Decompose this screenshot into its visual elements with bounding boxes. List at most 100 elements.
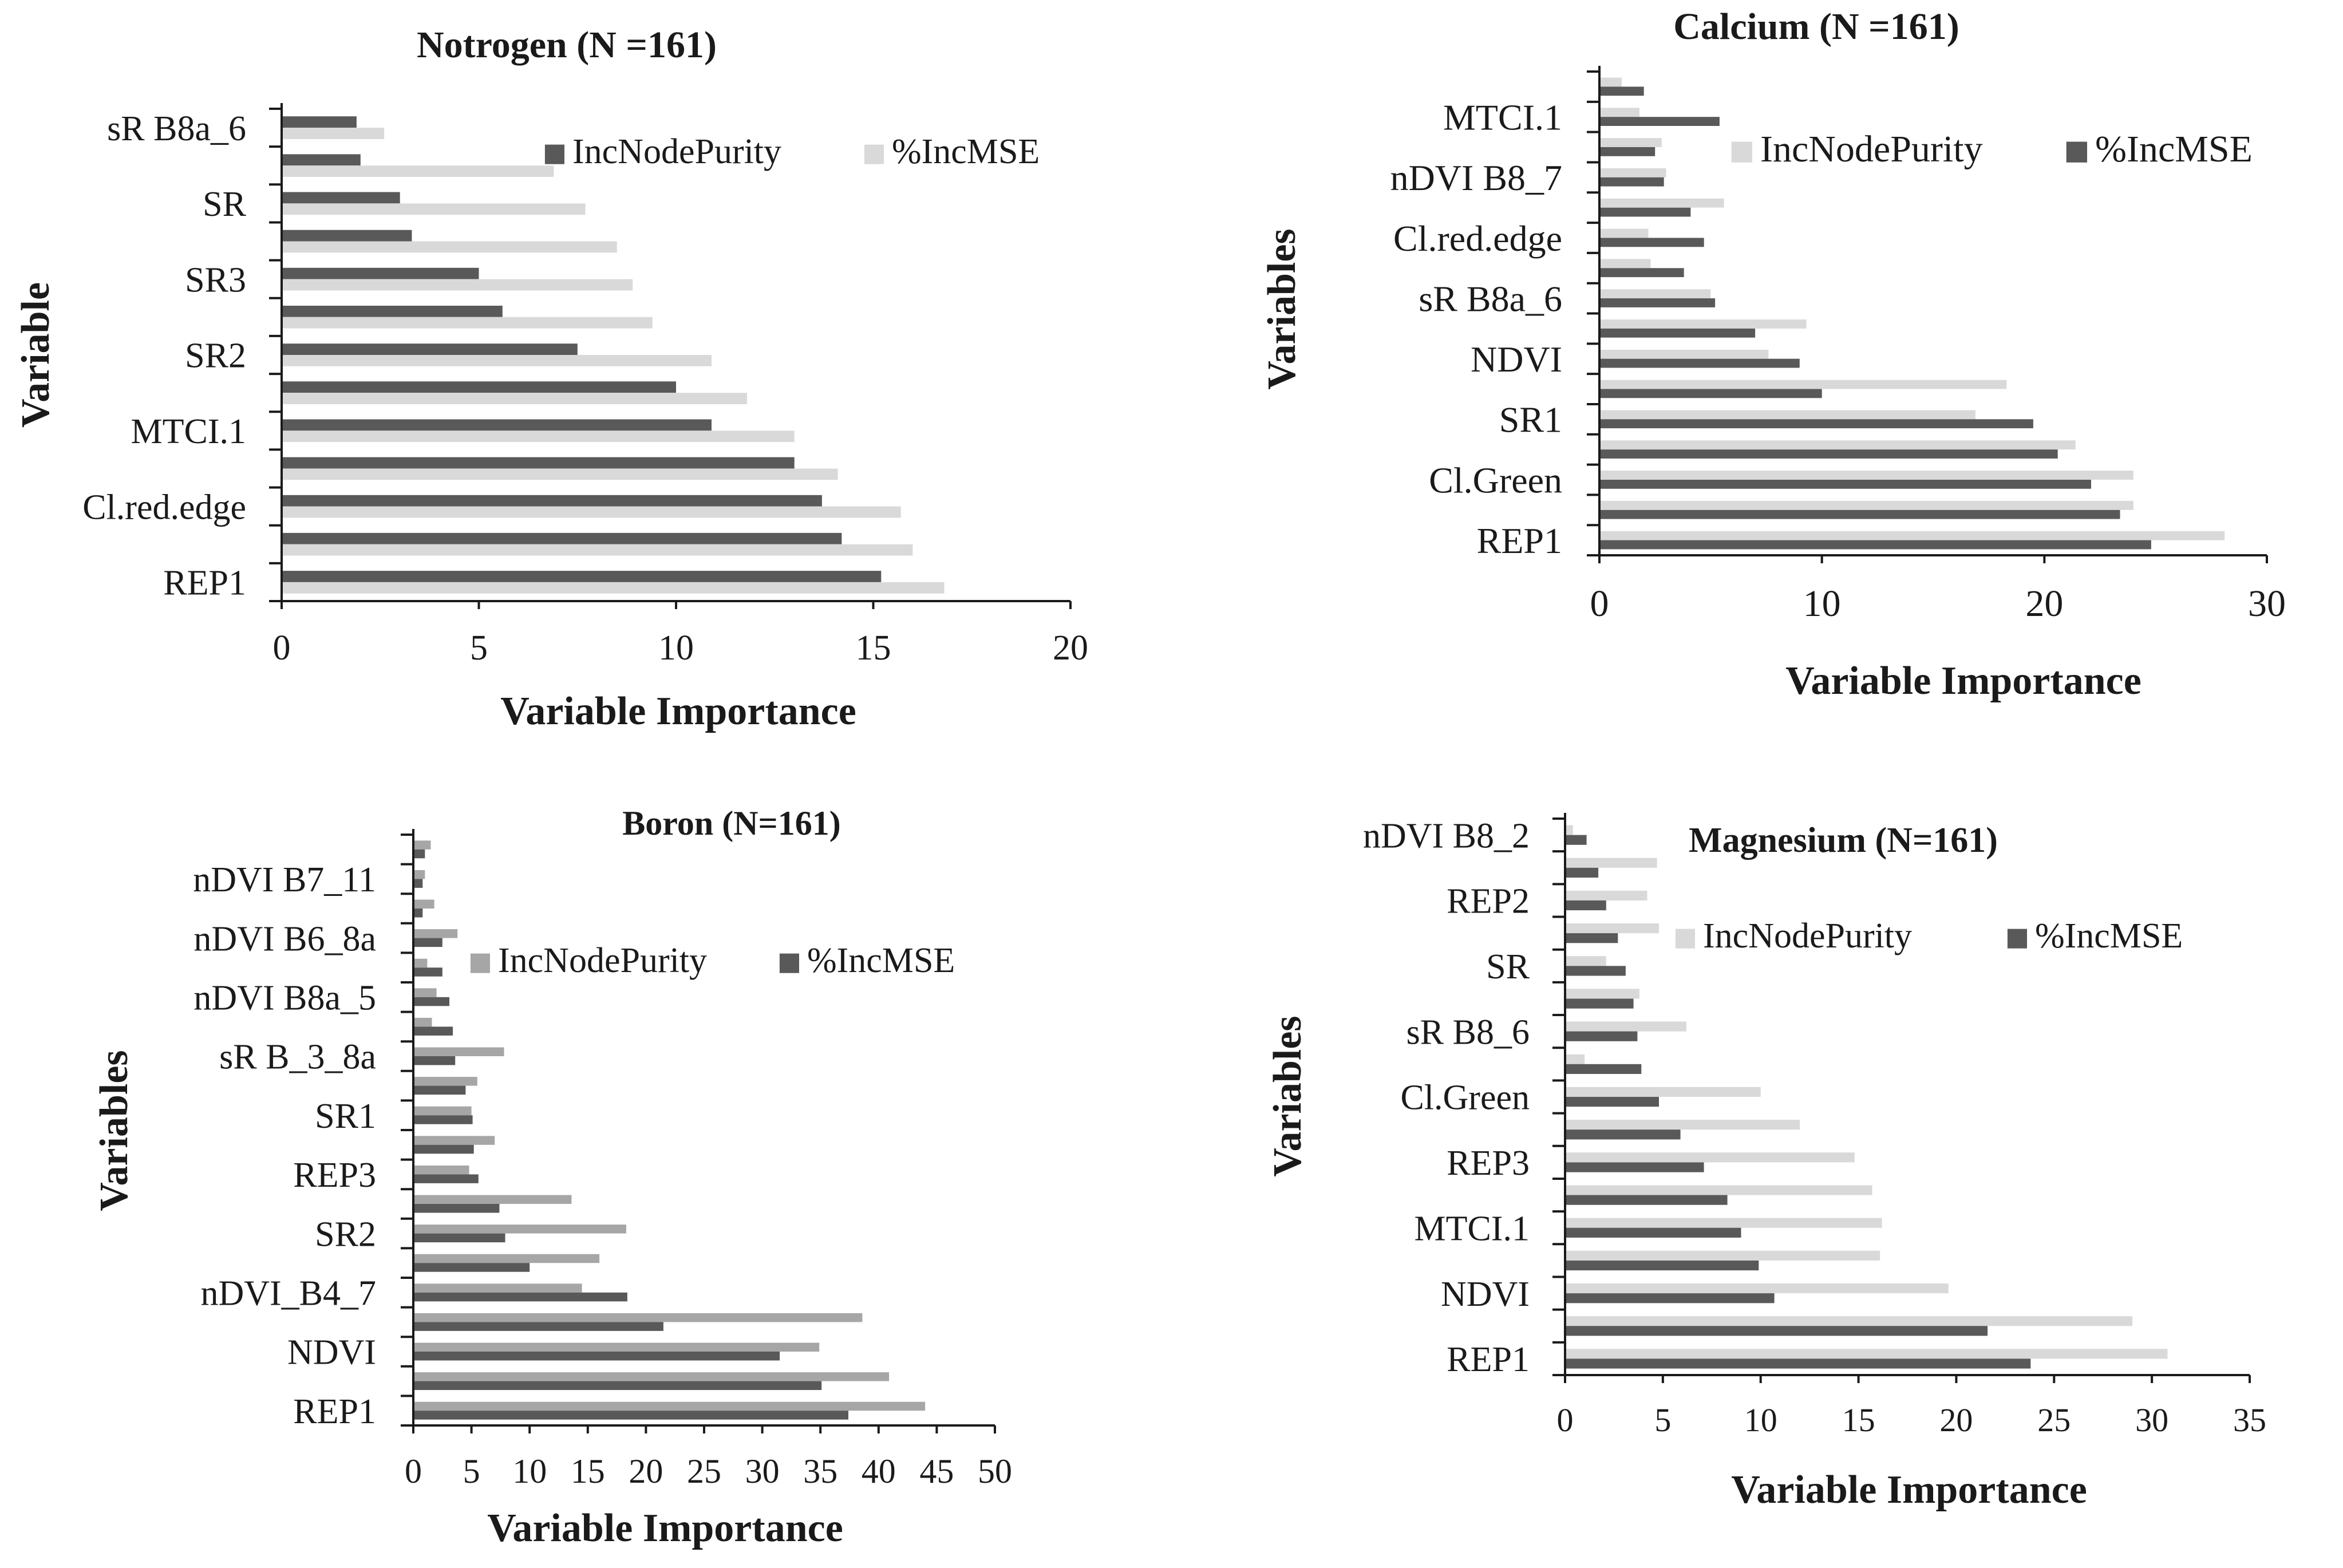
bar-incmse-8	[282, 430, 795, 443]
bar-incmse-12	[282, 582, 945, 594]
bar-incmse-11	[413, 1174, 479, 1183]
bar-incnodepurity-8	[282, 419, 712, 431]
bar-incmse-10	[1599, 389, 1822, 398]
bar-incmse-0	[1599, 86, 1644, 96]
bar-incnodepurity-2	[413, 899, 434, 909]
bar-incmse-2	[1599, 147, 1655, 156]
x-tick-label: 0	[405, 1452, 422, 1490]
bar-incmse-5	[413, 997, 449, 1006]
bar-incnodepurity-15	[1599, 531, 2225, 540]
chart-nitrogen: Notrogen (N =161) 0 5 10 15 20 sR B8a_6 SR SR3 SR…	[14, 24, 1088, 733]
x-tick-label: 10	[1744, 1401, 1777, 1439]
bar-incnodepurity-5	[282, 306, 503, 317]
bar-incnodepurity-14	[413, 1254, 600, 1263]
bar-incmse-15	[1565, 1326, 1988, 1336]
bar-incmse-11	[282, 544, 913, 556]
x-tick-label: 5	[470, 629, 488, 668]
category-label: sR B8a_6	[107, 109, 246, 148]
x-axis-title: Variable Importance	[500, 689, 856, 733]
category-label: SR1	[315, 1097, 376, 1136]
bar-incnodepurity-11	[1565, 1185, 1872, 1195]
bar-incmse-1	[413, 879, 423, 888]
bar-incnodepurity-0	[282, 116, 357, 128]
bar-incnodepurity-9	[282, 457, 795, 469]
bar-incnodepurity-5	[1599, 228, 1649, 238]
category-label: SR	[203, 185, 246, 224]
bar-incnodepurity-1	[1599, 108, 1639, 117]
bar-incmse-6	[282, 355, 712, 366]
category-label: MTCI.1	[1443, 97, 1562, 138]
category-label: REP2	[1447, 882, 1530, 921]
bar-incnodepurity-11	[413, 1165, 469, 1175]
category-label: nDVI B6_8a	[193, 919, 376, 958]
bar-incmse-14	[1599, 509, 2120, 519]
bar-incmse-5	[1565, 998, 1634, 1009]
bar-incmse-5	[282, 317, 653, 329]
bar-incmse-17	[413, 1352, 780, 1361]
category-label: REP3	[1447, 1144, 1530, 1183]
bar-incnodepurity-7	[413, 1047, 504, 1056]
bar-incmse-9	[282, 468, 838, 480]
bar-incmse-0	[282, 128, 385, 139]
bar-incnodepurity-18	[413, 1372, 890, 1381]
x-tick-label: 5	[463, 1452, 480, 1490]
bar-incmse-6	[1565, 1031, 1638, 1041]
category-label: REP3	[293, 1156, 376, 1195]
category-label: Cl.Green	[1429, 460, 1562, 500]
legend-swatch-incnodepurity	[1675, 929, 1695, 949]
bar-incmse-3	[282, 241, 617, 253]
legend-swatch-incnodepurity	[1731, 141, 1752, 163]
bar-incmse-7	[1565, 1064, 1642, 1074]
legend-swatch-incmse	[2007, 929, 2027, 949]
bar-incmse-10	[282, 506, 901, 518]
x-tick-label: 15	[571, 1452, 605, 1490]
y-axis-title: Variables	[1266, 1016, 1310, 1176]
chart-calcium: Calcium (N =161) 0 10 20 30 MTCI.1 nDVI B8_7 Cl…	[1260, 6, 2286, 703]
bar-incmse-15	[413, 1292, 627, 1302]
bar-incnodepurity-16	[1565, 1349, 2168, 1359]
bar-incnodepurity-15	[1565, 1316, 2132, 1326]
bar-incnodepurity-10	[1565, 1152, 1855, 1163]
bar-incnodepurity-12	[282, 571, 882, 582]
y-axis-title: Variable	[14, 282, 58, 428]
bar-incnodepurity-9	[1599, 349, 1769, 359]
bar-incmse-15	[1599, 540, 2151, 550]
bar-incnodepurity-10	[413, 1136, 495, 1145]
bar-incmse-14	[1565, 1293, 1775, 1304]
bar-incmse-0	[413, 849, 425, 859]
x-tick-label: 45	[919, 1452, 954, 1490]
bar-incnodepurity-3	[282, 230, 412, 242]
category-label: NDVI	[1441, 1275, 1530, 1314]
legend-label: IncNodePurity	[1760, 128, 1983, 170]
bar-incnodepurity-3	[1565, 923, 1659, 934]
bar-incmse-12	[413, 1204, 500, 1213]
legend-label: %IncMSE	[807, 941, 955, 980]
bar-incnodepurity-13	[1599, 471, 2133, 480]
category-label: NDVI	[287, 1333, 376, 1372]
category-label: REP1	[1477, 520, 1562, 561]
bar-incmse-13	[413, 1233, 505, 1243]
bar-incnodepurity-1	[282, 154, 361, 166]
bar-incnodepurity-6	[413, 1017, 432, 1027]
category-label: nDVI B8a_5	[193, 979, 376, 1018]
bar-incnodepurity-13	[413, 1225, 626, 1234]
legend-label: IncNodePurity	[572, 132, 781, 171]
bar-incmse-16	[1565, 1358, 2031, 1369]
x-tick-label: 15	[1842, 1401, 1875, 1439]
x-tick-label: 20	[629, 1452, 663, 1490]
bar-incnodepurity-2	[1565, 890, 1647, 900]
chart-title: Magnesium (N=161)	[1689, 821, 1998, 860]
bar-incnodepurity-11	[1599, 410, 1975, 420]
y-axis-title: Variables	[92, 1050, 136, 1211]
bar-incnodepurity-17	[413, 1342, 820, 1352]
bar-incmse-9	[413, 1115, 473, 1124]
chart-title: Calcium (N =161)	[1673, 6, 1959, 48]
bar-incmse-8	[413, 1085, 466, 1095]
legend-swatch-incmse	[779, 953, 799, 973]
x-tick-label: 35	[803, 1452, 837, 1490]
y-axis-title: Variables	[1260, 228, 1304, 389]
category-label: nDVI B8_2	[1363, 816, 1530, 855]
x-tick-label: 35	[2233, 1401, 2266, 1439]
category-label: Cl.red.edge	[82, 488, 246, 527]
bar-incmse-3	[1599, 177, 1664, 187]
